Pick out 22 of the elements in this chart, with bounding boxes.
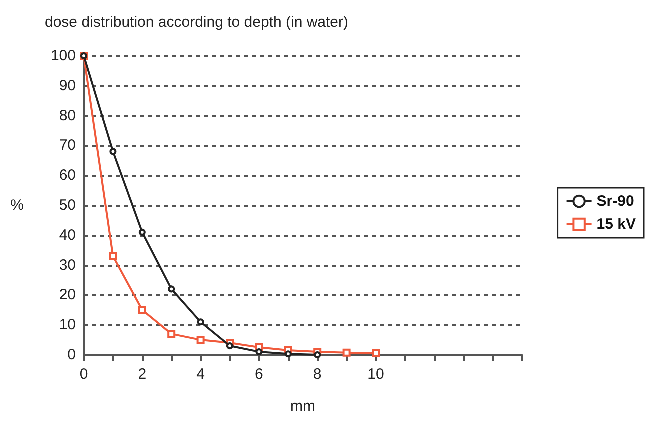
y-tick-label: 50 bbox=[59, 197, 76, 214]
y-axis-title: % bbox=[10, 197, 24, 214]
y-tick-label: 20 bbox=[59, 286, 76, 304]
y-tick-label: 70 bbox=[59, 137, 76, 154]
y-tick-label: 90 bbox=[59, 77, 76, 94]
x-tick-label: 10 bbox=[368, 366, 384, 383]
y-tick-label: 30 bbox=[59, 256, 76, 274]
y-tick-label: 10 bbox=[59, 316, 76, 334]
x-tick-label: 0 bbox=[80, 366, 88, 383]
y-tick-label: 40 bbox=[59, 226, 76, 244]
x-tick-label: 8 bbox=[313, 366, 322, 383]
y-tick-label: 80 bbox=[59, 107, 76, 124]
x-tick-label: 4 bbox=[196, 366, 205, 383]
y-tick-label: 100 bbox=[50, 48, 76, 64]
legend-label: 15 kV bbox=[596, 216, 636, 233]
x-tick-label: 2 bbox=[138, 366, 147, 383]
y-tick-label: 0 bbox=[68, 346, 76, 364]
x-tick-label: 6 bbox=[255, 366, 264, 383]
legend-label: Sr-90 bbox=[596, 193, 634, 210]
chart-title: dose distribution according to depth (in water) bbox=[45, 14, 349, 31]
y-tick-label: 60 bbox=[59, 167, 76, 184]
x-axis-title: mm bbox=[290, 398, 316, 415]
